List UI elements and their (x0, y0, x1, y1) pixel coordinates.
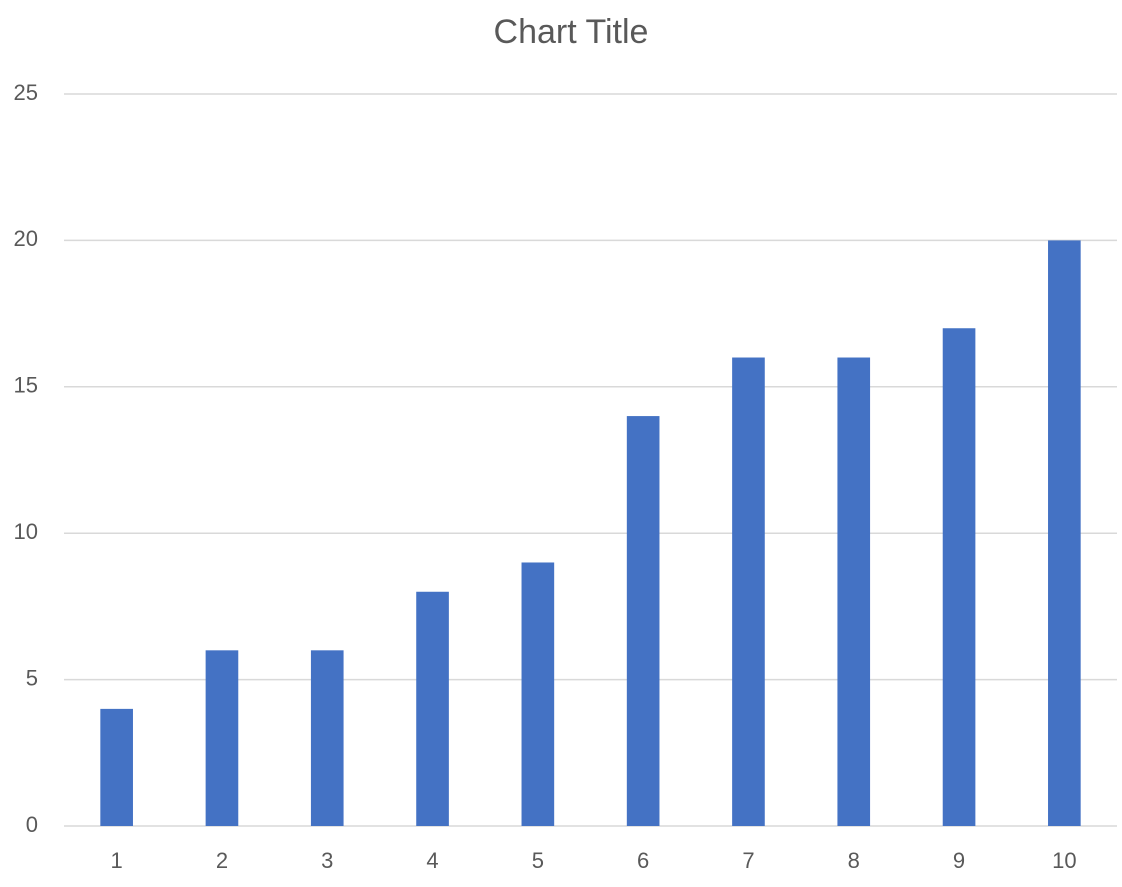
x-tick-label: 4 (426, 848, 438, 873)
bar (100, 708, 133, 826)
bar (626, 416, 660, 826)
bar (205, 650, 239, 826)
x-tick-label: 5 (532, 848, 544, 873)
y-tick-label: 20 (14, 226, 38, 251)
x-tick-label: 2 (216, 848, 228, 873)
bar (310, 650, 344, 826)
bar (521, 562, 555, 826)
y-tick-label: 5 (26, 665, 38, 690)
bar (837, 357, 871, 826)
x-tick-label: 9 (953, 848, 965, 873)
x-tick-label: 10 (1052, 848, 1076, 873)
chart-title: Chart Title (494, 13, 649, 51)
bar (942, 328, 976, 826)
x-tick-label: 6 (637, 848, 649, 873)
x-tick-label: 8 (848, 848, 860, 873)
bar (416, 591, 449, 826)
x-tick-label: 3 (321, 848, 333, 873)
bar (732, 357, 765, 826)
x-tick-label: 1 (111, 848, 123, 873)
y-tick-label: 25 (14, 80, 38, 105)
y-tick-label: 0 (26, 812, 38, 837)
bar (1048, 240, 1081, 826)
y-tick-label: 15 (14, 373, 38, 398)
x-tick-label: 7 (742, 848, 754, 873)
y-tick-label: 10 (14, 519, 38, 544)
